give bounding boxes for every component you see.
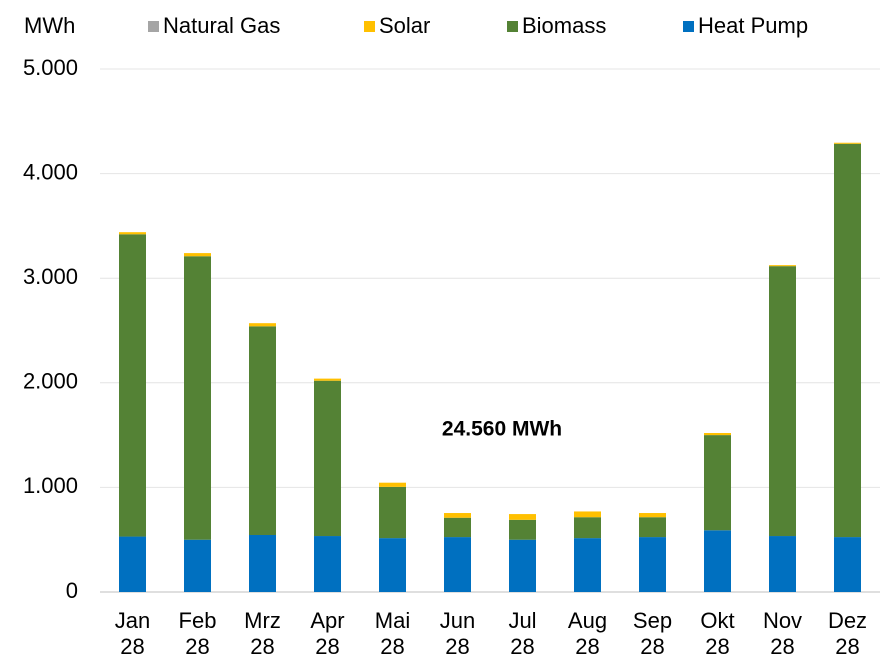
bar-segment <box>834 143 861 538</box>
x-tick-label: Aug 28 <box>568 608 607 659</box>
legend-swatch <box>364 21 375 32</box>
bar-segment <box>509 519 536 540</box>
bar-segment <box>704 433 731 436</box>
bar-segment <box>314 380 341 537</box>
bar-segment <box>769 266 796 537</box>
annotation: 24.560 MWh <box>442 418 562 441</box>
y-tick-label: 1.000 <box>23 473 78 498</box>
bar-segment <box>574 538 601 592</box>
bar-segment <box>314 378 341 381</box>
bar-segment <box>249 534 276 592</box>
legend-label: Solar <box>379 13 430 38</box>
legend-swatch <box>683 21 694 32</box>
legend-label: Natural Gas <box>163 13 280 38</box>
y-tick-label: 2.000 <box>23 369 78 394</box>
x-tick-label: Jan 28 <box>115 608 150 659</box>
bar-segment <box>314 536 341 592</box>
bar-segment <box>379 538 406 592</box>
x-tick-label: Nov 28 <box>763 608 802 659</box>
bar-segment <box>639 517 666 538</box>
x-tick-label: Apr 28 <box>310 608 344 659</box>
x-tick-label: Okt 28 <box>700 608 734 659</box>
legend-label: Biomass <box>522 13 606 38</box>
bar-segment <box>834 537 861 592</box>
bar-segment <box>574 517 601 539</box>
x-tick-label: Mrz 28 <box>244 608 281 659</box>
y-tick-label: 4.000 <box>23 159 78 184</box>
legend-label: Heat Pump <box>698 13 808 38</box>
y-axis-label: MWh <box>24 13 75 38</box>
bar-segment <box>509 514 536 520</box>
y-tick-label: 0 <box>66 578 78 603</box>
bar-segment <box>184 253 211 257</box>
bar-segment <box>444 517 471 538</box>
bar-segment <box>184 256 211 540</box>
bar-segment <box>704 435 731 531</box>
bar-segment <box>119 232 146 235</box>
x-tick-label: Jun 28 <box>440 608 475 659</box>
bar-segment <box>379 486 406 539</box>
bar-segment <box>444 537 471 592</box>
legend-swatch <box>507 21 518 32</box>
bar-segment <box>249 326 276 535</box>
y-tick-label: 3.000 <box>23 264 78 289</box>
x-tick-label: Sep 28 <box>633 608 672 659</box>
bar-segment <box>184 539 211 592</box>
bar-segment <box>119 536 146 592</box>
bar-segment <box>834 142 861 144</box>
bar-segment <box>769 265 796 267</box>
bar-segment <box>639 513 666 518</box>
y-tick-label: 5.000 <box>23 55 78 80</box>
x-tick-label: Mai 28 <box>375 608 410 659</box>
x-tick-label: Dez 28 <box>828 608 867 659</box>
x-tick-label: Jul 28 <box>508 608 536 659</box>
bar-segment <box>444 513 471 518</box>
bar-segment <box>639 537 666 592</box>
bar-segment <box>574 511 601 518</box>
legend-swatch <box>148 21 159 32</box>
bar-segment <box>249 323 276 327</box>
bar-segment <box>379 482 406 487</box>
bar-segment <box>704 530 731 592</box>
x-tick-label: Feb 28 <box>179 608 217 659</box>
bar-segment <box>119 234 146 537</box>
bar-segment <box>769 536 796 592</box>
bar-segment <box>509 539 536 592</box>
